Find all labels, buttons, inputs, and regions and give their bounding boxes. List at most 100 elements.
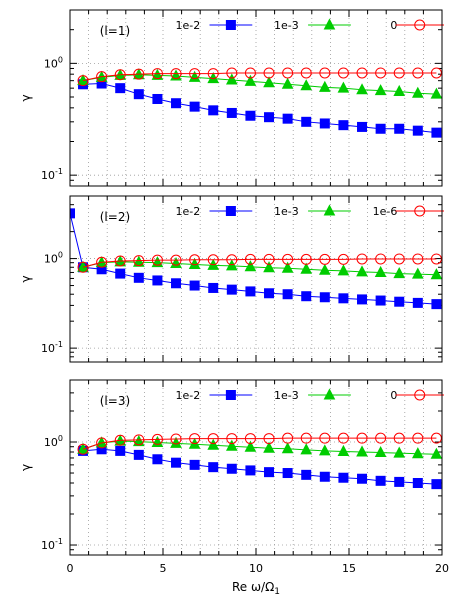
data-point [151,68,163,80]
legend: 1e-2 1e-3 1e-6 [175,204,444,218]
data-point [300,262,313,274]
data-point [226,107,237,118]
data-point [77,75,89,87]
data-point [263,433,275,445]
legend: 1e-2 1e-3 0 [175,18,444,32]
panel-3: 100 10-1 γ (l=3) 1e-2 1e-3 0 0 5 10 15 20 Re ω/Ω1 [19,379,449,597]
data-point [114,69,126,81]
data-point [188,70,201,82]
data-point [170,436,182,448]
legend-marker [225,390,236,400]
plot-frame [69,195,443,363]
data-point [226,67,238,79]
data-point [151,433,163,445]
y-tick-label: 10-1 [41,340,63,355]
data-point [357,121,368,132]
data-point [189,68,201,80]
data-point [430,253,442,265]
data-point [337,253,349,265]
data-point [375,432,387,444]
data-point [189,433,201,445]
data-point [114,255,126,267]
data-point [319,432,331,444]
x-tick-label: 5 [160,562,167,575]
series-group [77,67,442,138]
panel-label: (l=1) [100,24,130,38]
data-point [357,473,368,484]
data-point [393,67,405,79]
data-point [337,432,349,444]
data-point [171,457,182,468]
data-point [152,275,163,286]
y-axis-label: γ [19,94,33,101]
legend-marker [323,18,336,30]
data-point [114,434,126,446]
data-point [245,286,256,297]
y-axis-label: γ [19,464,33,471]
data-point [96,256,108,268]
data-point [356,253,368,265]
data-point [318,263,331,275]
y-axis-label: γ [19,275,33,282]
data-point [300,443,313,455]
data-point [151,68,164,80]
data-point [375,67,387,79]
data-point [208,105,219,116]
y-tick-label: 100 [44,251,63,266]
data-point [412,253,424,265]
data-point [77,261,89,273]
x-tick-label: 0 [67,562,74,575]
legend-label: 1e-2 [175,19,200,32]
data-point [300,79,313,91]
series-line-0 [82,72,437,82]
data-point [207,72,220,84]
data-point [430,447,442,459]
data-point [393,446,406,458]
data-point [374,84,387,96]
data-point [263,261,275,273]
data-point [170,254,182,266]
data-point [318,444,331,456]
data-point [115,268,126,279]
data-point [319,292,330,303]
data-point [282,289,293,300]
data-point [412,432,424,444]
data-point [133,68,145,80]
y-tick-label: 100 [44,55,63,70]
legend: 1e-2 1e-3 0 [175,388,444,402]
data-point [337,81,350,93]
series-group [77,432,442,490]
data-point [318,80,331,92]
data-point [430,87,442,99]
data-point [430,268,442,280]
data-point [431,127,442,138]
data-point [357,294,368,305]
data-point [394,476,405,487]
panel-label: (l=3) [100,394,130,408]
data-point [375,253,387,265]
data-point [226,463,237,474]
data-point [152,93,163,104]
data-point [245,110,256,121]
data-point [226,254,238,266]
data-point [244,433,256,445]
data-point [430,67,442,79]
data-point [281,442,294,454]
data-point [244,74,257,86]
data-point [282,67,294,79]
data-point [264,467,275,478]
data-point [356,67,368,79]
legend-label: 1e-2 [175,389,200,402]
data-point [337,67,349,79]
data-point [171,98,182,109]
series-group [70,208,442,310]
data-point [338,120,349,131]
data-point [356,265,368,277]
y-tick-label: 10-1 [41,537,63,552]
legend-label: 1e-3 [274,389,299,402]
data-point [152,454,163,465]
y-tick-label: 10-1 [41,167,63,182]
data-point [393,267,406,279]
data-point [411,86,424,98]
